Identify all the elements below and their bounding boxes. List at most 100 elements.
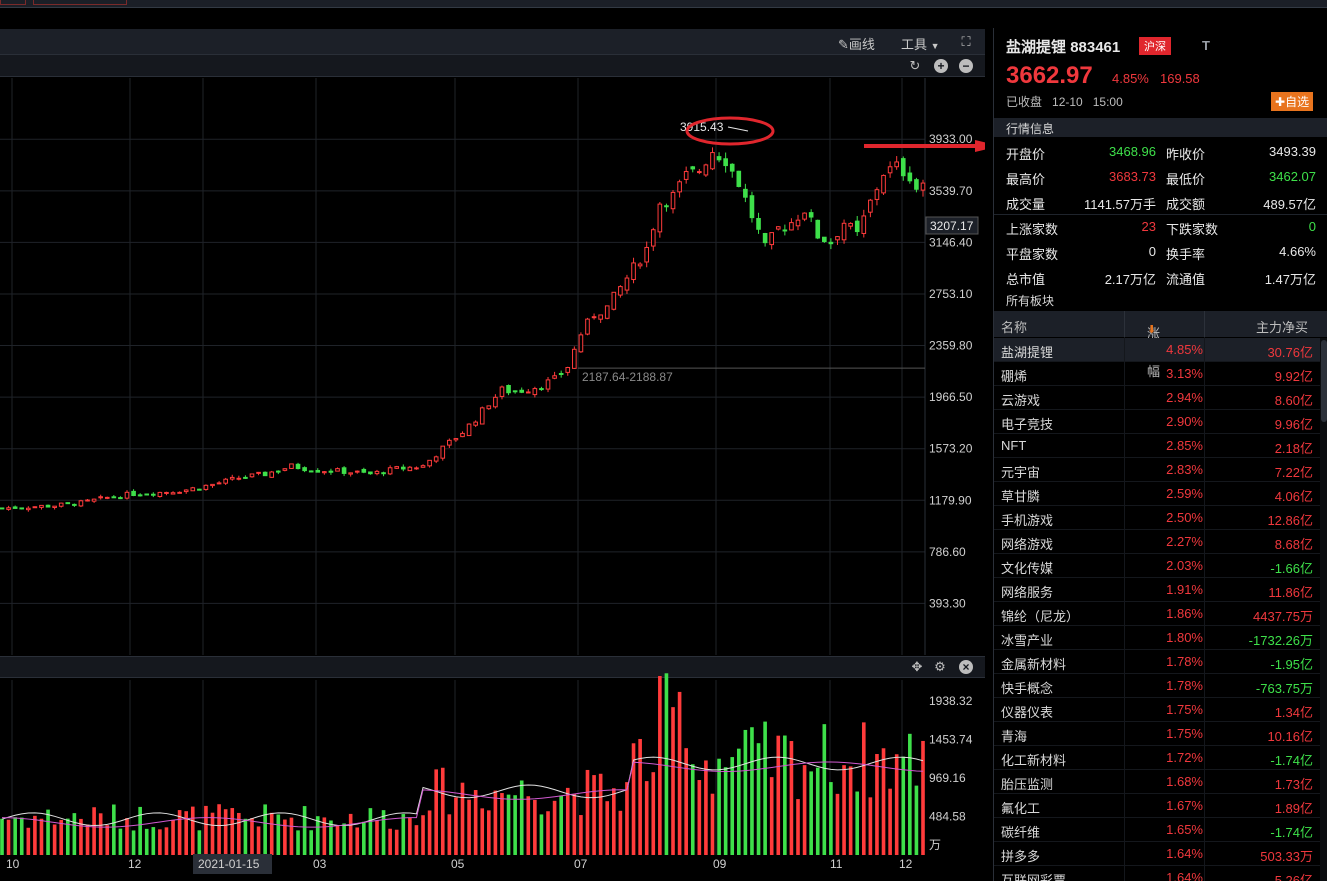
col-divider [1204,311,1205,337]
block-pct: 1.78% [1166,678,1203,693]
top-tab-left[interactable] [0,0,26,5]
volume-bar [736,748,741,855]
zoom-out-icon[interactable]: − [959,59,973,73]
volume-bar [394,829,399,855]
block-flow: -1732.26万 [1248,633,1313,648]
blocks-scrollbar[interactable] [1320,338,1327,881]
quote-value: 489.57亿 [1263,197,1316,212]
candle [118,497,123,500]
block-row[interactable]: 仪器仪表 1.75% 1.34亿 [994,698,1327,722]
block-row[interactable]: 草甘膦 2.59% 4.06亿 [994,482,1327,506]
close-icon[interactable]: × [959,660,973,674]
candle [578,334,584,353]
col-name[interactable]: 名称 [1001,320,1028,335]
block-pct: 1.64% [1166,846,1203,861]
volume-bar [440,767,445,855]
block-row[interactable]: 网络服务 1.91% 11.86亿 [994,578,1327,602]
volume-bar [171,819,175,855]
volume-bar [611,788,616,855]
volume-bar [381,810,386,855]
volume-bar [19,817,24,855]
volume-bar [533,799,537,855]
block-row[interactable]: 氟化工 1.67% 1.89亿 [994,794,1327,818]
block-name: 仪器仪表 [1001,705,1054,720]
quote-row: 最高价 3683.73 最低价 3462.07 [994,164,1327,189]
block-row[interactable]: 手机游戏 2.50% 12.86亿 [994,506,1327,530]
block-row[interactable]: 电子竞技 2.90% 9.96亿 [994,410,1327,434]
price-tick-label: 1966.50 [929,390,973,404]
volume-bar [631,743,636,855]
volume-bar [921,740,925,855]
block-pct: 1.75% [1166,702,1203,717]
t-mark[interactable]: T [1202,38,1210,53]
candle [229,476,235,480]
settings-icon[interactable]: ⚙ [934,659,946,674]
candle [657,203,663,233]
block-row[interactable]: 云游戏 2.94% 8.60亿 [994,386,1327,410]
top-tab-right[interactable] [33,0,127,5]
block-flow: 1.34亿 [1274,705,1313,720]
block-row[interactable]: 胎压监测 1.68% 1.73亿 [994,770,1327,794]
block-row[interactable]: 化工新材料 1.72% -1.74亿 [994,746,1327,770]
block-row[interactable]: 青海 1.75% 10.16亿 [994,722,1327,746]
zoom-in-icon[interactable]: + [934,59,948,73]
block-row[interactable]: 网络游戏 2.27% 8.68亿 [994,530,1327,554]
kline-chart[interactable]: 3933.00 3539.70 3146.40 2753.10 2359.80 1966.… [0,0,985,881]
candle [203,484,209,490]
block-name: 快手概念 [1001,681,1054,696]
block-row[interactable]: 金属新材料 1.78% -1.95亿 [994,650,1327,674]
draw-line-button[interactable]: ✎画线 [838,37,875,52]
block-name: 电子竞技 [1001,417,1054,432]
peak-label: 3915.43 [680,120,724,134]
volume-bar [697,780,702,855]
candle [716,156,722,161]
block-row[interactable]: 拼多多 1.64% 503.33万 [994,842,1327,866]
candle [216,482,222,485]
candle [394,466,400,469]
volume-bar [704,760,708,855]
block-row[interactable]: 文化传媒 2.03% -1.66亿 [994,554,1327,578]
add-favorite-button[interactable]: ✚自选 [1271,92,1314,111]
volume-bar [46,809,50,855]
quote-value: 3462.07 [1269,169,1316,184]
block-row[interactable]: 硼烯 3.13% 9.92亿 [994,362,1327,386]
col-flow[interactable]: 主力净买 [1256,320,1309,335]
volume-bar [151,827,156,855]
quote-row: 开盘价 3468.96 昨收价 3493.39 [994,139,1327,164]
block-row[interactable]: 快手概念 1.78% -763.75万 [994,674,1327,698]
block-row[interactable]: 碳纤维 1.65% -1.74亿 [994,818,1327,842]
candle [572,348,577,369]
volume-bar [237,812,241,855]
volume-bar [592,775,596,855]
candle [493,396,498,408]
volume-bar [658,676,662,855]
quote-section-title: 行情信息 [994,118,1327,137]
volume-bar [460,782,465,855]
fullscreen-icon[interactable]: ⛶ [961,34,971,49]
volume-bar [809,771,813,855]
block-row[interactable]: 锦纶（尼龙） 1.86% 4437.75万 [994,602,1327,626]
quote-value: 3493.39 [1269,144,1316,159]
volume-bar [98,813,103,855]
date-cursor-tag [193,854,272,874]
volume-bar [408,817,412,855]
block-row[interactable]: 盐湖提锂 4.85% 30.76亿 [994,338,1327,362]
quote-label: 换手率 [1166,247,1206,262]
volume-bar [750,727,754,855]
refresh-icon[interactable]: ↻ [909,58,921,73]
volume-bar [342,823,346,855]
move-icon[interactable]: ✥ [911,659,923,674]
quote-value: 1141.57万手 [1083,197,1156,212]
candle [460,432,465,438]
volume-bar [144,828,149,855]
block-row[interactable]: 冰雪产业 1.80% -1732.26万 [994,626,1327,650]
quote-label: 昨收价 [1166,147,1206,162]
blocks-scroll-thumb[interactable] [1321,340,1327,422]
block-name: 草甘膦 [1001,489,1041,504]
candle [782,229,788,232]
candle [295,463,301,470]
block-row[interactable]: NFT 2.85% 2.18亿 [994,434,1327,458]
tools-menu[interactable]: 工具 ▼ [901,37,940,52]
block-row[interactable]: 元宇宙 2.83% 7.22亿 [994,458,1327,482]
block-row[interactable]: 互联网彩票 1.64% 5.26亿 [994,866,1327,881]
